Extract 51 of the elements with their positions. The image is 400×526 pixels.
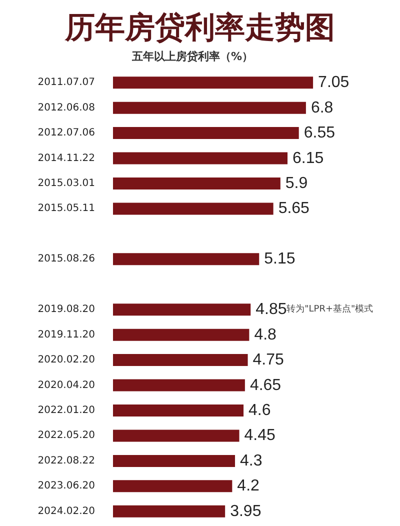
chart-title: 历年房贷利率走势图 [64,10,335,46]
chart-subtitle: 五年以上房贷利率（%） [131,50,254,63]
y-tick-label: 2020.04.20 [38,380,95,391]
data-label: 4.65 [250,376,282,394]
bar [113,480,232,492]
y-tick-label: 2015.05.11 [38,203,95,214]
y-tick-label: 2023.06.20 [38,480,95,492]
data-label: 7.05 [318,74,350,92]
bar [113,304,251,316]
y-tick-label: 2019.08.20 [38,304,95,316]
data-label: 4.75 [252,352,284,369]
data-label: 5.9 [285,175,308,192]
bar [113,152,288,164]
y-tick-label: 2020.02.20 [38,354,95,366]
data-label: 4.85 [256,301,287,318]
bar [113,202,274,215]
y-tick-label: 2022.08.22 [38,455,95,466]
data-label: 5.15 [264,250,296,268]
annotation: 转为"LPR+基点"模式 [286,304,374,315]
bar [113,76,314,89]
data-label: 6.15 [292,150,324,167]
y-tick-label: 2012.07.06 [38,128,95,139]
y-tick-label: 2022.05.20 [38,430,95,442]
data-label: 4.6 [248,402,271,419]
data-label: 4.2 [237,478,260,495]
bar [113,127,299,140]
bar [113,328,250,341]
bar [113,379,245,392]
y-tick-label: 2022.01.20 [38,405,95,416]
data-label: 4.45 [244,427,276,444]
bar [113,253,260,266]
bar [113,404,244,416]
y-tick-label: 2012.06.08 [38,102,95,114]
data-label: 5.65 [278,200,310,218]
data-label: 3.95 [230,502,262,520]
y-tick-label: 2019.11.20 [38,329,95,340]
bar [113,454,236,467]
y-tick-label: 2015.08.26 [38,254,95,265]
y-tick-label: 2011.07.07 [38,77,95,88]
data-label: 6.55 [304,124,336,142]
y-tick-label: 2014.11.22 [38,152,95,164]
bar [113,102,306,114]
data-label: 4.3 [240,452,262,470]
data-label: 4.8 [254,326,277,344]
bar [113,354,248,366]
y-tick-label: 2015.03.01 [38,178,95,189]
data-label: 6.8 [310,99,334,116]
bar [113,505,226,518]
bar [113,178,280,190]
y-tick-label: 2024.02.20 [38,506,95,517]
bar [113,430,240,442]
